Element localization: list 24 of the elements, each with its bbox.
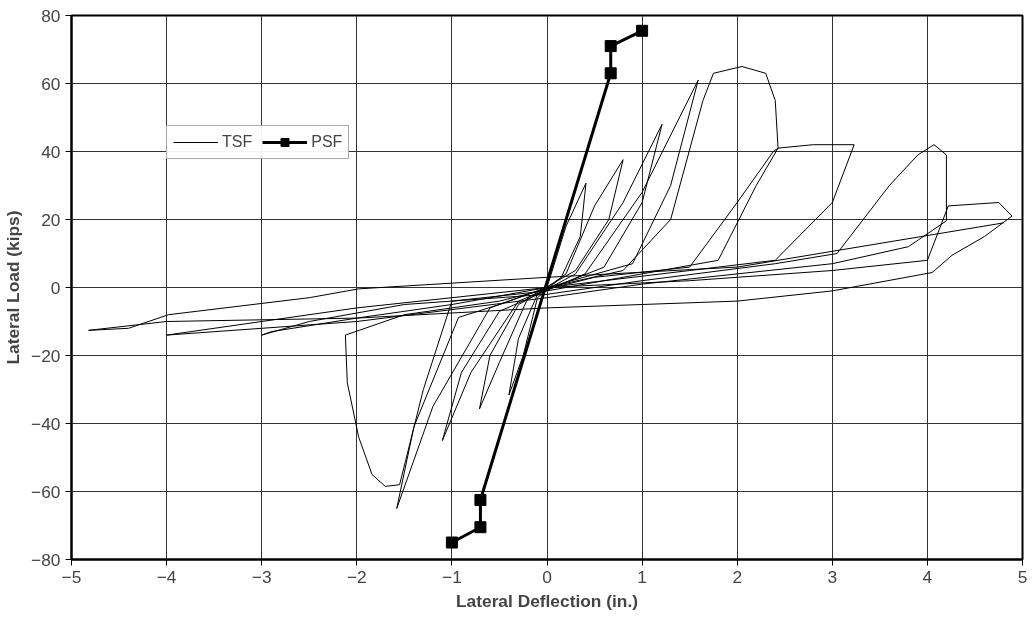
x-axis-title: Lateral Deflection (in.) [456, 590, 638, 611]
y-tick-label: 80 [41, 5, 61, 26]
x-tick-label: −4 [156, 566, 177, 587]
x-tick-label: −3 [251, 566, 272, 587]
x-tick-label: 1 [637, 566, 647, 587]
y-tick-label: −40 [31, 413, 61, 434]
x-tick-label: 4 [922, 566, 933, 587]
y-tick-label: −60 [31, 481, 61, 502]
x-tick-label: −5 [61, 566, 82, 587]
y-tick-label: −80 [31, 549, 61, 570]
x-tick-label: 2 [732, 566, 743, 587]
x-tick-label: 0 [542, 566, 552, 587]
legend-label: TSF [222, 133, 253, 151]
y-tick-label: 60 [41, 73, 61, 94]
y-tick-label: 40 [41, 141, 61, 162]
y-axis-title: Lateral Load (kips) [3, 210, 24, 365]
x-tick-label: 3 [827, 566, 838, 587]
y-tick-label: −20 [31, 345, 61, 366]
y-tick-label: 0 [50, 277, 61, 298]
y-tick-label: 20 [41, 209, 61, 230]
x-tick-label: −1 [442, 566, 462, 587]
x-tick-label: −2 [346, 566, 367, 587]
x-tick-label: 5 [1017, 566, 1028, 587]
legend-label: PSF [311, 133, 343, 151]
